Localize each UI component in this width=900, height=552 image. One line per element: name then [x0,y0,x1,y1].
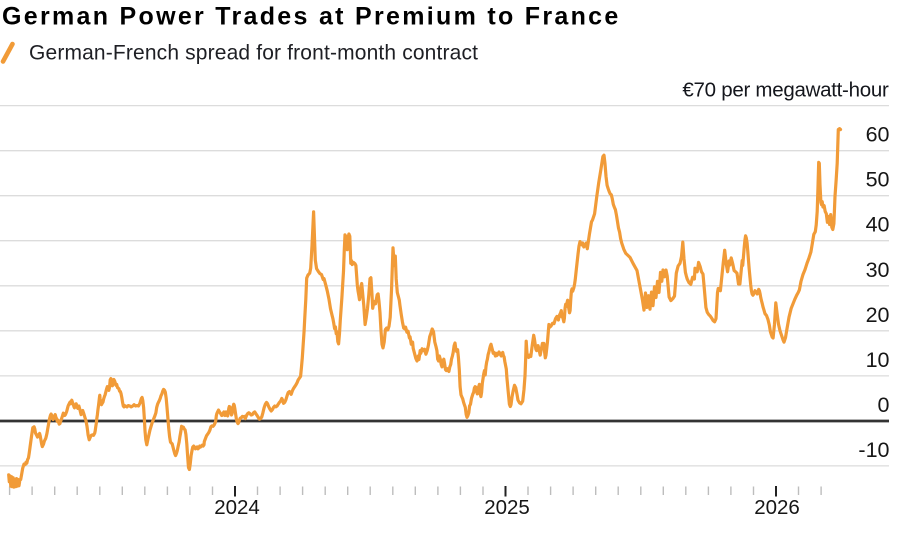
svg-text:50: 50 [866,168,890,192]
svg-text:German Power Trades at Premium: German Power Trades at Premium to France [2,3,621,31]
svg-text:10: 10 [866,348,890,372]
svg-text:40: 40 [866,213,890,237]
svg-text:2026: 2026 [754,496,800,519]
svg-text:2024: 2024 [214,496,260,519]
svg-text:30: 30 [866,258,890,282]
svg-text:-10: -10 [858,438,889,462]
svg-text:German-French spread for front: German-French spread for front-month con… [29,42,478,65]
svg-text:€70 per megawatt-hour: €70 per megawatt-hour [682,79,889,102]
svg-text:60: 60 [866,123,890,147]
svg-text:0: 0 [878,393,890,417]
svg-text:2025: 2025 [484,496,530,519]
svg-text:20: 20 [866,303,890,327]
